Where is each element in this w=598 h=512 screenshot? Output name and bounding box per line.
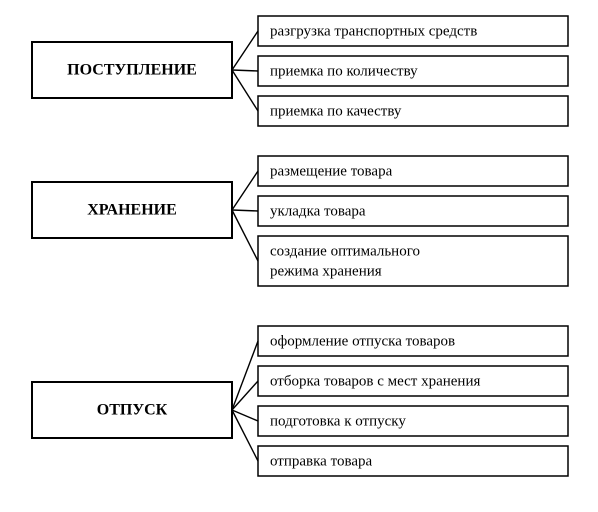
edge-release-shipping <box>232 410 258 461</box>
sub-label-placement: размещение товара <box>270 163 393 179</box>
group-release: ОТПУСК оформление отпуска товаров отборка … <box>32 326 568 476</box>
sub-label-shipping: отправка товара <box>270 453 372 469</box>
edge-release-picking <box>232 381 258 410</box>
edge-storage-stacking <box>232 210 258 211</box>
sub-label-conditions-line-0: создание оптимального <box>270 243 420 259</box>
main-label-storage: ХРАНЕНИЕ <box>87 202 177 219</box>
group-storage: ХРАНЕНИЕ размещение товара укладка товара с… <box>32 156 568 286</box>
edge-receipt-unload <box>232 31 258 70</box>
sub-label-qty-accept: приемка по количеству <box>270 63 418 79</box>
sub-label-qual-accept: приемка по качеству <box>270 103 402 119</box>
warehouse-process-diagram: ПОСТУПЛЕНИЕ разгрузка транспортных средст… <box>0 0 598 512</box>
edge-storage-conditions <box>232 210 258 261</box>
sub-label-paperwork: оформление отпуска товаров <box>270 333 455 349</box>
sub-label-conditions-line-1: режима хранения <box>270 263 382 279</box>
edge-storage-placement <box>232 171 258 210</box>
edge-receipt-qual-accept <box>232 70 258 111</box>
edge-release-paperwork <box>232 341 258 410</box>
edge-receipt-qty-accept <box>232 70 258 71</box>
main-label-release: ОТПУСК <box>97 402 168 419</box>
edge-release-prep <box>232 410 258 421</box>
sub-label-unload: разгрузка транспортных средств <box>270 23 477 39</box>
sub-label-prep: подготовка к отпуску <box>270 413 406 429</box>
sub-label-stacking: укладка товара <box>270 203 366 219</box>
main-label-receipt: ПОСТУПЛЕНИЕ <box>67 62 197 79</box>
sub-label-picking: отборка товаров с мест хранения <box>270 373 480 389</box>
group-receipt: ПОСТУПЛЕНИЕ разгрузка транспортных средст… <box>32 16 568 126</box>
